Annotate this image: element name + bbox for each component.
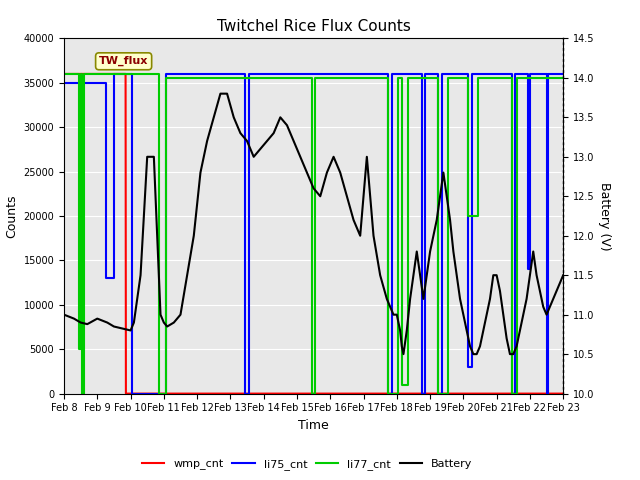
Text: TW_flux: TW_flux bbox=[99, 56, 148, 66]
Title: Twitchel Rice Flux Counts: Twitchel Rice Flux Counts bbox=[217, 20, 410, 35]
Legend: wmp_cnt, li75_cnt, li77_cnt, Battery: wmp_cnt, li75_cnt, li77_cnt, Battery bbox=[138, 455, 477, 474]
Y-axis label: Counts: Counts bbox=[5, 194, 18, 238]
Y-axis label: Battery (V): Battery (V) bbox=[598, 182, 611, 250]
X-axis label: Time: Time bbox=[298, 419, 329, 432]
